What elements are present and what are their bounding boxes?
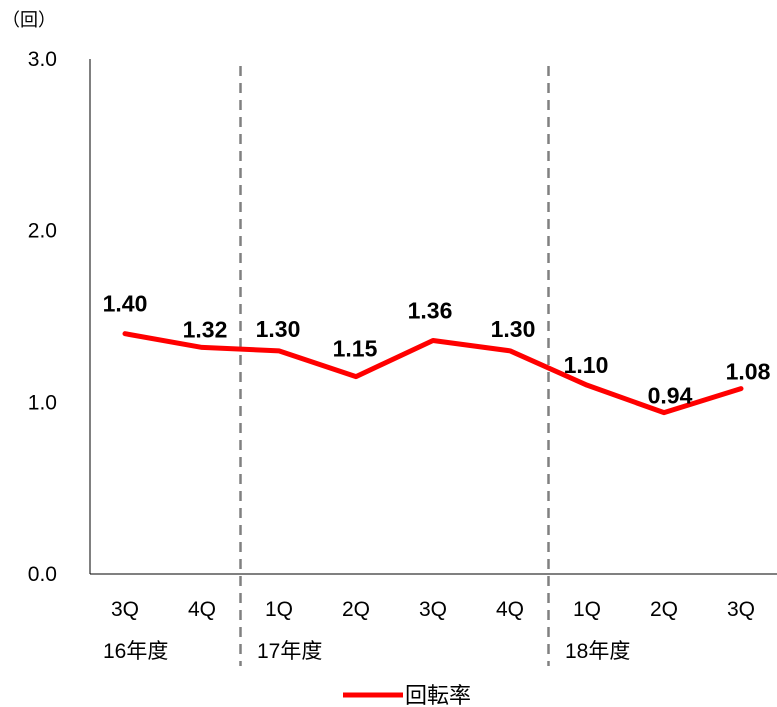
year-separators [239,66,550,666]
x-tick-label: 1Q [573,598,601,621]
x-tick-label: 2Q [650,598,678,621]
data-label: 1.30 [256,316,301,342]
data-label: 0.94 [648,383,693,409]
year-group-label: 17年度 [257,640,322,663]
x-tick-label: 3Q [727,598,755,621]
series-group [122,331,744,416]
y-tick-label: 3.0 [28,48,57,71]
y-axis-unit-label: （回） [2,10,56,30]
data-label: 1.15 [333,336,378,362]
data-label: 1.36 [408,298,453,324]
data-label: 1.08 [726,359,771,385]
x-tick-label: 3Q [419,598,447,621]
data-labels: 1.40 1.32 1.30 1.15 1.36 1.30 1.10 0.94 1.08 [103,291,771,409]
x-tick-label: 2Q [342,598,370,621]
y-axis-ticks: 0.0 1.0 2.0 3.0 [28,48,57,586]
data-label: 1.32 [183,316,228,342]
year-group-labels: 16年度 17年度 18年度 [103,640,630,663]
legend: 回転率 [343,683,471,707]
year-group-label: 18年度 [565,640,630,663]
x-tick-label: 3Q [111,598,139,621]
data-label: 1.10 [564,352,609,378]
y-tick-label: 2.0 [28,220,57,243]
x-axis-ticks: 3Q 4Q 1Q 2Q 3Q 4Q 1Q 2Q 3Q [111,598,755,621]
x-tick-label: 1Q [265,598,293,621]
y-tick-label: 1.0 [28,391,57,414]
x-tick-label: 4Q [496,598,524,621]
legend-label: 回転率 [405,683,471,707]
x-tick-label: 4Q [188,598,216,621]
year-group-label: 16年度 [103,640,168,663]
y-tick-label: 0.0 [28,563,57,586]
data-label: 1.40 [103,291,148,317]
data-label: 1.30 [491,316,536,342]
